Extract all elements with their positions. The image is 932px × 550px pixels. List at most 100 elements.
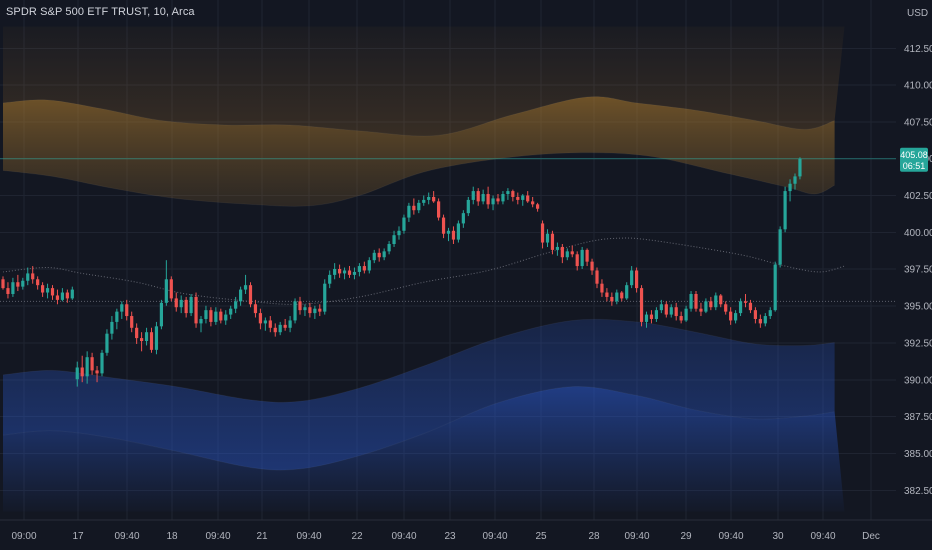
price-tick-label: 410.00 xyxy=(904,81,932,92)
candle xyxy=(674,302,678,321)
candle xyxy=(580,246,584,269)
candle xyxy=(174,292,178,312)
price-axis-unit: USD xyxy=(907,8,928,19)
candle-body xyxy=(644,314,649,322)
price-tick-label: 387.50 xyxy=(904,412,932,423)
time-tick-label: 17 xyxy=(72,531,84,542)
candle-body xyxy=(729,311,733,321)
candle-body xyxy=(243,285,248,290)
candle xyxy=(565,248,569,261)
candle-body xyxy=(748,302,753,311)
candle xyxy=(536,202,540,212)
candle-body xyxy=(432,196,436,202)
candle-body xyxy=(318,308,322,312)
candle xyxy=(367,257,371,274)
candle xyxy=(26,267,30,286)
band-upper-band-outer xyxy=(3,26,845,136)
candle xyxy=(427,192,431,205)
candle-body xyxy=(600,283,604,293)
candle-body xyxy=(699,308,703,312)
candle-body xyxy=(333,269,337,275)
candle xyxy=(45,283,50,299)
price-tick-label: 412.50 xyxy=(904,44,932,55)
candle-body xyxy=(763,316,767,324)
candle-body xyxy=(224,314,228,321)
candle-body xyxy=(229,308,233,315)
candle xyxy=(412,198,416,215)
candle xyxy=(115,308,119,330)
candle xyxy=(11,277,15,297)
candle xyxy=(446,227,451,242)
candle xyxy=(303,304,307,317)
candle-body xyxy=(75,367,79,380)
price-tick-label: 400.00 xyxy=(904,228,932,239)
candle-body xyxy=(342,270,347,274)
candle-body xyxy=(362,266,366,271)
time-tick-label: 09:40 xyxy=(114,531,139,542)
candle-body xyxy=(674,307,678,317)
candle xyxy=(649,310,654,324)
candle xyxy=(625,282,629,300)
candle-body xyxy=(382,251,386,258)
candle xyxy=(501,191,505,205)
price-badge-box xyxy=(900,147,928,172)
candle xyxy=(268,316,272,333)
candle-body xyxy=(545,233,550,243)
time-tick-label: Dec xyxy=(862,531,880,542)
candle xyxy=(630,266,634,289)
candle-body xyxy=(714,295,718,308)
candle-body xyxy=(303,307,307,311)
candle xyxy=(644,311,649,328)
candle-body xyxy=(664,304,668,315)
candle-body xyxy=(570,251,574,255)
candle xyxy=(313,305,317,319)
candle-body xyxy=(719,295,723,305)
candle-body xyxy=(451,230,456,240)
price-axis[interactable]: USD412.50410.00407.50405.00402.50400.003… xyxy=(904,8,932,497)
moving-average-line xyxy=(2,237,845,305)
candle xyxy=(763,313,767,327)
candle xyxy=(590,258,594,275)
candle-body xyxy=(620,292,624,299)
price-tick-label: 395.00 xyxy=(904,302,932,313)
candles-layer xyxy=(1,157,802,387)
time-tick-label: 09:40 xyxy=(296,531,321,542)
candle xyxy=(50,285,55,300)
time-axis[interactable]: 09:00 17 09:40 18 09:40 21 09:40 22 09:40 23 09:40… xyxy=(0,519,932,542)
candle-body xyxy=(174,298,178,308)
candle-body xyxy=(110,321,114,334)
candle xyxy=(130,311,134,333)
candle xyxy=(248,282,253,308)
candle-body xyxy=(70,289,74,299)
time-tick-label: 21 xyxy=(256,531,268,542)
candle-body xyxy=(496,198,500,202)
time-tick-label: 28 xyxy=(588,531,600,542)
candle-body xyxy=(679,316,683,321)
candle-body xyxy=(273,327,277,333)
candle xyxy=(55,289,60,305)
candle-body xyxy=(298,301,302,311)
candle-body xyxy=(441,217,446,234)
candle xyxy=(734,310,738,324)
candle-body xyxy=(565,251,569,258)
candle xyxy=(719,293,723,308)
candle xyxy=(585,248,589,267)
candle-body xyxy=(422,199,426,203)
chart-title: SPDR S&P 500 ETF TRUST, 10, Arca xyxy=(6,6,195,18)
candle xyxy=(342,267,347,280)
candle-body xyxy=(253,304,258,314)
candle-body xyxy=(669,307,673,315)
candle-body xyxy=(654,310,658,319)
band-edge xyxy=(2,385,835,471)
candle xyxy=(679,311,683,324)
candle-body xyxy=(486,194,490,205)
candle-body xyxy=(625,285,629,299)
candle xyxy=(422,195,426,206)
candle-body xyxy=(209,310,213,322)
candle xyxy=(372,249,376,264)
candle xyxy=(664,301,668,318)
candle-body xyxy=(491,198,495,205)
candle xyxy=(540,220,545,249)
